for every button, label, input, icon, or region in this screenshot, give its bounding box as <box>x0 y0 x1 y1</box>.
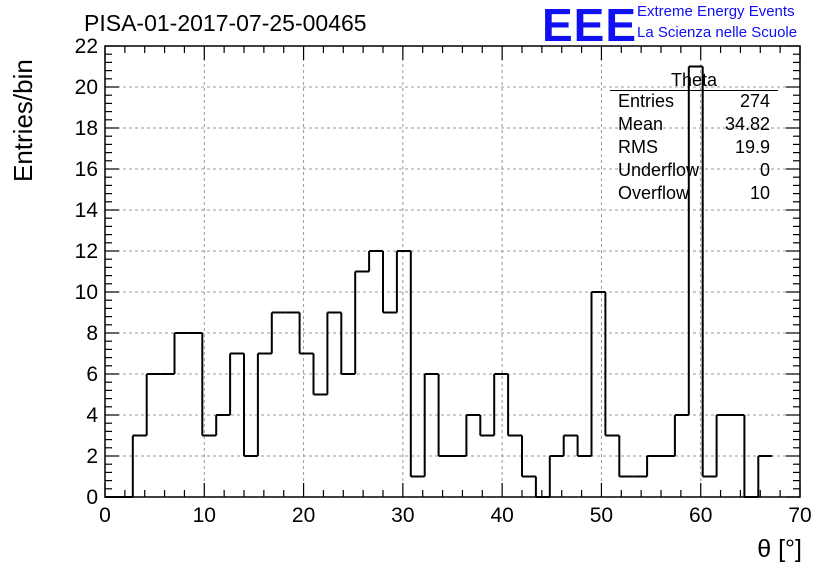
stats-row-rms: RMS 19.9 <box>610 137 778 160</box>
x-axis-label: θ [°] <box>757 535 802 563</box>
stats-row-overflow: Overflow 10 <box>610 183 778 206</box>
x-tick-label: 40 <box>490 504 513 527</box>
x-tick-label: 30 <box>391 504 414 527</box>
eee-logo: EEE <box>542 0 638 51</box>
stats-label: Mean <box>618 114 664 134</box>
y-tick-label: 16 <box>75 158 98 181</box>
y-tick-label: 2 <box>86 445 98 468</box>
y-tick-label: 12 <box>75 240 98 263</box>
stats-row-mean: Mean 34.82 <box>610 114 778 137</box>
stats-label: Overflow <box>618 183 690 203</box>
y-tick-label: 10 <box>75 281 98 304</box>
y-tick-label: 0 <box>86 486 98 509</box>
tick-marks <box>104 45 801 498</box>
axes-frame <box>104 45 801 498</box>
x-tick-label: 0 <box>99 504 111 527</box>
stats-label: RMS <box>618 137 658 157</box>
stats-row-entries: Entries 274 <box>610 91 778 114</box>
y-tick-label: 6 <box>86 363 98 386</box>
stats-value: 10 <box>749 183 770 203</box>
x-tick-label: 60 <box>689 504 712 527</box>
run-title: PISA-01-2017-07-25-00465 <box>84 10 367 36</box>
y-tick-label: 20 <box>75 76 98 99</box>
x-tick-label: 70 <box>788 504 811 527</box>
plot-frame <box>104 45 801 498</box>
y-tick-label: 4 <box>86 404 98 427</box>
stats-value: 34.82 <box>724 114 770 134</box>
y-tick-label: 22 <box>75 35 98 58</box>
stats-title: Theta <box>610 70 778 91</box>
tick-labels: 0 10 20 30 40 50 60 70 0 2 4 6 8 10 12 14 16 18 20 22 <box>75 35 812 527</box>
y-tick-label: 18 <box>75 117 98 140</box>
logo-line-2: La Scienza nelle Scuole <box>637 24 798 41</box>
y-tick-label: 8 <box>86 322 98 345</box>
logo-line-1: Extreme Energy Events <box>637 3 795 20</box>
histogram-bars <box>105 65 773 498</box>
stats-row-underflow: Underflow 0 <box>610 160 778 183</box>
stats-value: 274 <box>739 91 770 111</box>
x-tick-label: 10 <box>193 504 216 527</box>
y-axis-label: Entries/bin <box>8 59 38 182</box>
stats-value: 0 <box>759 160 770 180</box>
x-tick-label: 20 <box>292 504 315 527</box>
stats-label: Entries <box>618 91 675 111</box>
stats-label: Underflow <box>618 160 700 180</box>
stats-value: 19.9 <box>734 137 770 157</box>
stats-rows: Entries 274 Mean 34.82 RMS 19.9 Underflow 0 Over… <box>610 91 778 206</box>
stats-box: Theta Entries 274 Mean 34.82 RMS 19.9 Underflo… <box>610 70 778 206</box>
x-tick-label: 50 <box>590 504 613 527</box>
y-tick-label: 14 <box>75 199 99 222</box>
